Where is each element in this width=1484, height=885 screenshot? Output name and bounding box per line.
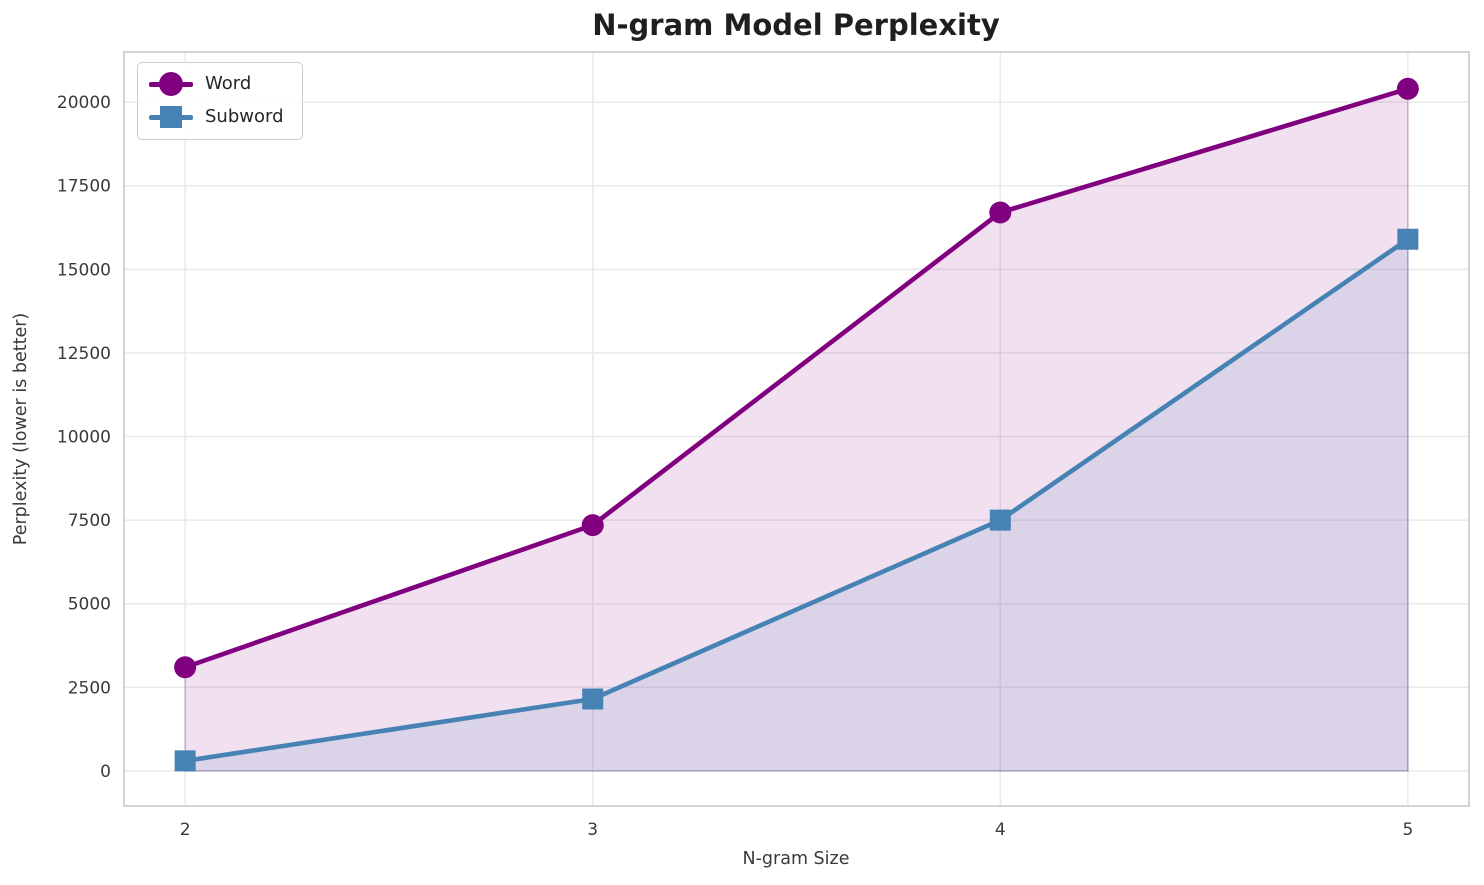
y-tick-label: 7500 xyxy=(68,511,111,531)
word-series-marker-icon xyxy=(149,71,193,97)
data-point-subword xyxy=(989,509,1011,531)
legend-item-word: Word xyxy=(149,71,284,97)
chart-title: N-gram Model Perplexity xyxy=(592,8,1000,42)
y-tick-label: 0 xyxy=(100,762,111,782)
legend-label: Word xyxy=(205,73,252,95)
y-tick-label: 20000 xyxy=(57,93,111,113)
data-point-subword xyxy=(582,688,604,710)
x-tick-label: 3 xyxy=(587,820,598,840)
y-tick-label: 15000 xyxy=(57,260,111,280)
data-point-subword xyxy=(174,750,196,772)
data-point-word xyxy=(1396,77,1419,100)
y-tick-label: 12500 xyxy=(57,344,111,364)
series-line-subword xyxy=(182,236,1411,764)
data-point-subword xyxy=(1397,228,1419,250)
y-tick-label: 10000 xyxy=(57,428,111,448)
y-tick-label: 17500 xyxy=(57,177,111,197)
plot-border xyxy=(123,51,1470,807)
series-line-word xyxy=(182,86,1411,670)
y-tick-label: 5000 xyxy=(68,595,111,615)
subword-series-marker-icon xyxy=(149,104,193,130)
data-point-word xyxy=(174,656,197,679)
legend: Word Subword xyxy=(137,62,303,140)
x-tick-label: 2 xyxy=(180,820,191,840)
x-axis-label: N-gram Size xyxy=(743,849,850,869)
data-point-word xyxy=(581,514,604,537)
y-tick-label: 2500 xyxy=(68,678,111,698)
x-tick-label: 4 xyxy=(995,820,1006,840)
y-axis-label: Perplexity (lower is better) xyxy=(11,313,31,545)
legend-label: Subword xyxy=(205,106,284,128)
data-point-word xyxy=(989,201,1012,224)
legend-item-subword: Subword xyxy=(149,104,284,130)
x-tick-label: 5 xyxy=(1402,820,1413,840)
